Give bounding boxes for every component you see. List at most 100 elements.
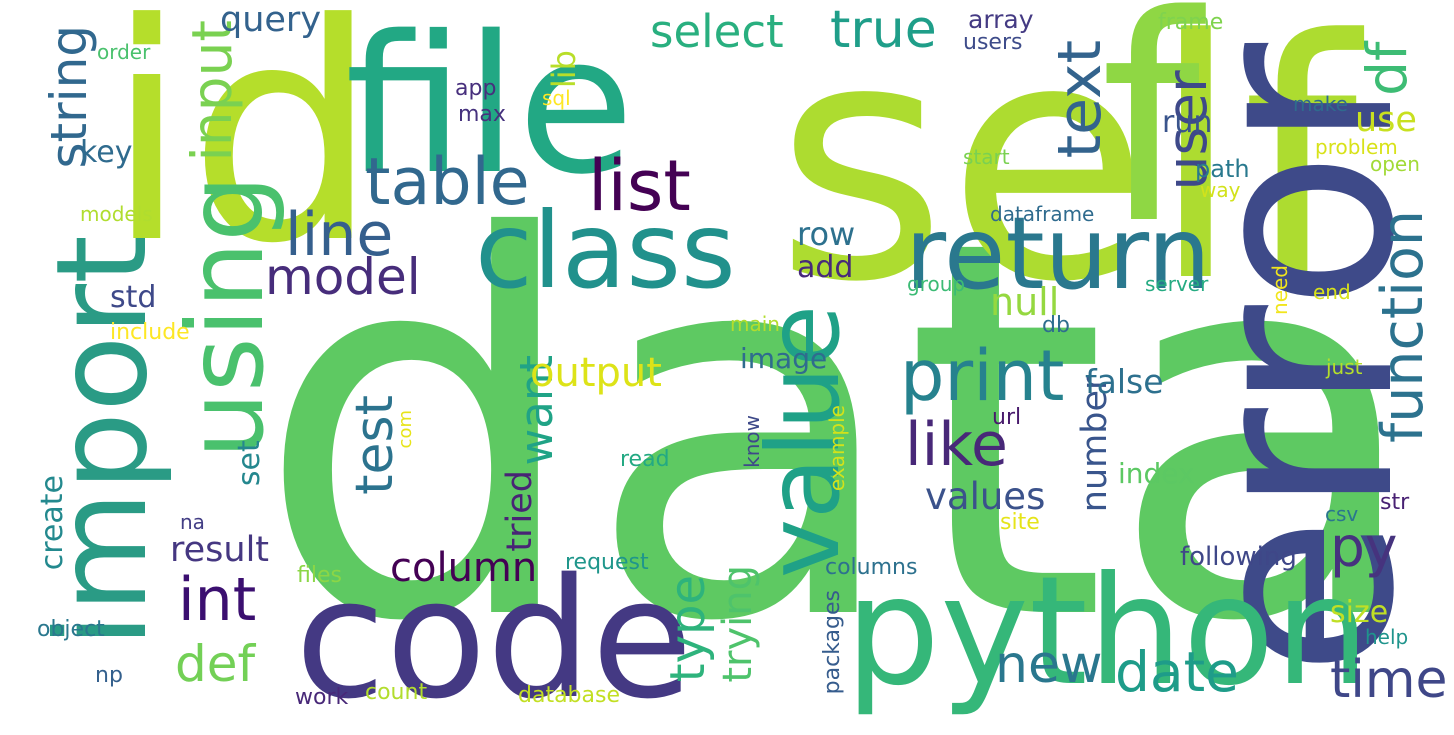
word-just: just xyxy=(1325,355,1363,379)
word-index: index xyxy=(1118,457,1195,490)
word-string: string xyxy=(40,25,98,169)
word-include: include xyxy=(110,320,190,345)
word-following: following xyxy=(1180,542,1297,572)
word-np: np xyxy=(95,663,123,688)
word-df: df xyxy=(1355,40,1419,96)
word-open: open xyxy=(1370,152,1420,176)
word-line: line xyxy=(285,200,393,270)
word-row: row xyxy=(797,215,855,253)
word-create: create xyxy=(35,475,70,570)
word-f: f xyxy=(1100,0,1207,287)
word-users: users xyxy=(963,30,1022,55)
word-type: type xyxy=(660,575,716,682)
word-python: python xyxy=(845,545,1370,719)
word-database: database xyxy=(518,683,620,708)
word-code: code xyxy=(295,543,693,735)
word-read: read xyxy=(620,447,670,472)
word-frame: frame xyxy=(1158,10,1223,35)
word-print: print xyxy=(900,335,1064,417)
word-db: db xyxy=(1042,313,1070,338)
word-columns: columns xyxy=(825,555,917,580)
word-input: input xyxy=(180,20,244,161)
word-use: use xyxy=(1355,100,1417,140)
word-def: def xyxy=(175,635,257,693)
word-result: result xyxy=(170,530,269,570)
word-make: make xyxy=(1293,92,1348,116)
word-model: model xyxy=(265,248,421,306)
word-key: key xyxy=(80,135,133,170)
word-std: std xyxy=(110,280,156,315)
word-site: site xyxy=(1000,510,1040,535)
word-query: query xyxy=(220,0,321,40)
word-size: size xyxy=(1330,595,1388,630)
word-end: end xyxy=(1313,280,1351,304)
word-select: select xyxy=(650,5,784,58)
word-add: add xyxy=(797,250,853,285)
word-list: list xyxy=(588,145,691,227)
word-tried: tried xyxy=(500,470,540,552)
word-com: com xyxy=(395,410,416,448)
word-know: know xyxy=(740,415,764,468)
word-null: null xyxy=(990,280,1059,324)
word-max: max xyxy=(458,102,506,127)
word-str: str xyxy=(1380,490,1410,515)
word-like: like xyxy=(905,410,1008,480)
word-count: count xyxy=(365,680,427,705)
word-trying: trying xyxy=(715,565,761,683)
word-models: models xyxy=(80,202,153,226)
word-set: set xyxy=(232,440,267,486)
word-problem: problem xyxy=(1315,135,1398,159)
word-way: way xyxy=(1200,178,1241,202)
word-id: id xyxy=(105,0,379,309)
word-start: start xyxy=(963,145,1010,169)
word-test: test xyxy=(345,395,405,495)
word-function: function xyxy=(1370,210,1436,443)
word-false: false xyxy=(1085,362,1164,401)
word-array: array xyxy=(968,5,1034,34)
word-server: server xyxy=(1145,272,1209,296)
word-data: data xyxy=(255,129,1426,735)
word-image: image xyxy=(740,342,827,375)
word-csv: csv xyxy=(1325,502,1358,526)
word-user: user xyxy=(1155,70,1219,190)
word-file: file xyxy=(345,0,634,216)
word-object: object xyxy=(37,617,105,642)
word-group: group xyxy=(907,272,965,296)
word-sql: sql xyxy=(542,86,571,110)
word-dataframe: dataframe xyxy=(990,202,1094,226)
word-return: return xyxy=(905,195,1211,312)
word-true: true xyxy=(830,0,937,60)
word-main: main xyxy=(730,312,780,336)
word-value: value xyxy=(745,305,862,578)
word-using: using xyxy=(165,175,287,459)
word-want: want xyxy=(510,355,563,466)
word-import: import xyxy=(30,235,175,648)
word-path: path xyxy=(1195,155,1250,183)
word-number: number xyxy=(1075,375,1115,512)
word-py: py xyxy=(1330,515,1397,579)
word-new: new xyxy=(995,635,1102,695)
word-files: files xyxy=(297,563,342,588)
word-need: need xyxy=(1268,265,1292,315)
word-column: column xyxy=(390,545,537,591)
word-request: request xyxy=(565,550,649,575)
word-table: table xyxy=(365,145,530,220)
word-error: error xyxy=(1147,40,1452,677)
word-output: output xyxy=(530,350,662,396)
word-values: values xyxy=(925,475,1045,518)
word-lib: lib xyxy=(545,50,583,88)
word-int: int xyxy=(178,565,256,635)
word-date: date xyxy=(1115,640,1239,704)
word-class: class xyxy=(475,190,736,312)
word-help: help xyxy=(1365,625,1408,649)
word-url: url xyxy=(992,405,1021,430)
word-na: na xyxy=(180,510,205,534)
word-time: time xyxy=(1330,650,1447,710)
word-run: run xyxy=(1162,105,1212,140)
word-work: work xyxy=(295,685,348,710)
word-example: example xyxy=(825,405,849,491)
word-self: self xyxy=(775,0,1365,354)
word-text: text xyxy=(1045,40,1115,158)
word-packages: packages xyxy=(820,590,845,694)
